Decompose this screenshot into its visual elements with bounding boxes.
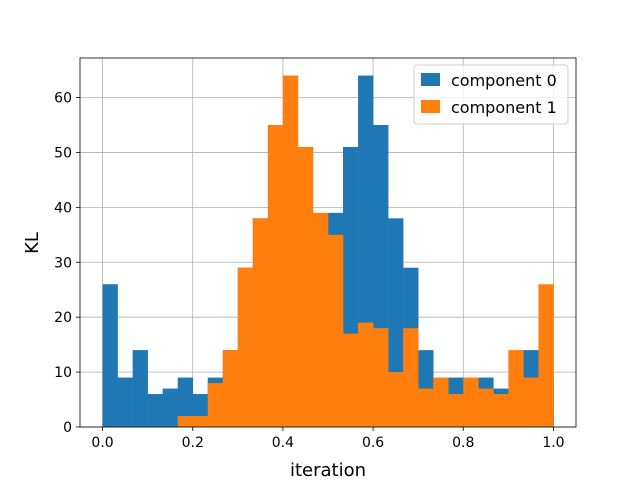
bar-component-0 [102,284,118,427]
bars-component-1 [177,75,554,428]
x-tick-label: 0.4 [272,435,294,451]
y-tick-label: 30 [54,255,72,271]
legend: component 0 component 1 [413,64,569,125]
x-axis-ticks: 0.0 0.2 0.4 0.6 0.8 1.0 [91,427,565,451]
bar-component-1 [267,124,284,427]
bar-component-1 [207,383,224,427]
bar-component-1 [222,350,239,427]
x-axis-label: iteration [290,460,366,480]
legend-label-component-0: component 0 [451,71,557,90]
y-tick-label: 0 [63,420,72,436]
bar-component-0 [132,350,148,427]
legend-swatch-component-1 [421,100,440,113]
legend-label-component-1: component 1 [451,98,557,117]
bar-component-0 [117,377,133,427]
bar-component-1 [177,416,194,427]
y-tick-label: 40 [54,200,72,216]
bar-component-1 [358,322,374,427]
bar-component-1 [192,416,209,427]
x-tick-label: 1.0 [542,435,564,451]
y-tick-label: 60 [54,91,72,107]
y-tick-label: 50 [54,145,72,161]
bar-component-0 [177,377,194,427]
y-tick-label: 10 [54,365,72,381]
bar-component-1 [388,372,404,427]
bar-component-1 [508,350,524,427]
bar-component-1 [297,146,314,427]
bar-component-1 [448,394,464,427]
bar-component-1 [538,284,554,427]
bar-component-1 [282,75,299,428]
x-tick-label: 0.8 [452,435,474,451]
x-tick-label: 0.6 [362,435,384,451]
y-tick-label: 20 [54,310,72,326]
bar-component-1 [433,377,449,427]
bar-component-1 [312,212,329,427]
legend-swatch-component-0 [421,73,440,86]
x-tick-label: 0.0 [91,435,113,451]
x-tick-label: 0.2 [182,435,204,451]
bar-component-1 [478,388,494,427]
bar-component-1 [237,267,254,427]
bar-component-1 [403,328,419,427]
y-axis-label: KL [22,232,43,254]
bar-component-1 [343,333,359,427]
bar-component-0 [162,388,178,427]
bar-component-1 [523,377,539,427]
bar-component-0 [147,394,163,427]
bar-component-1 [463,377,479,427]
bar-component-1 [373,328,389,427]
bar-component-1 [252,218,269,427]
legend-frame [413,64,569,125]
bar-component-1 [493,394,509,427]
plot-area-frame [79,57,577,428]
bar-component-1 [418,388,434,427]
y-axis-ticks: 0 10 20 30 40 50 60 [54,91,80,436]
bar-component-1 [328,234,344,427]
